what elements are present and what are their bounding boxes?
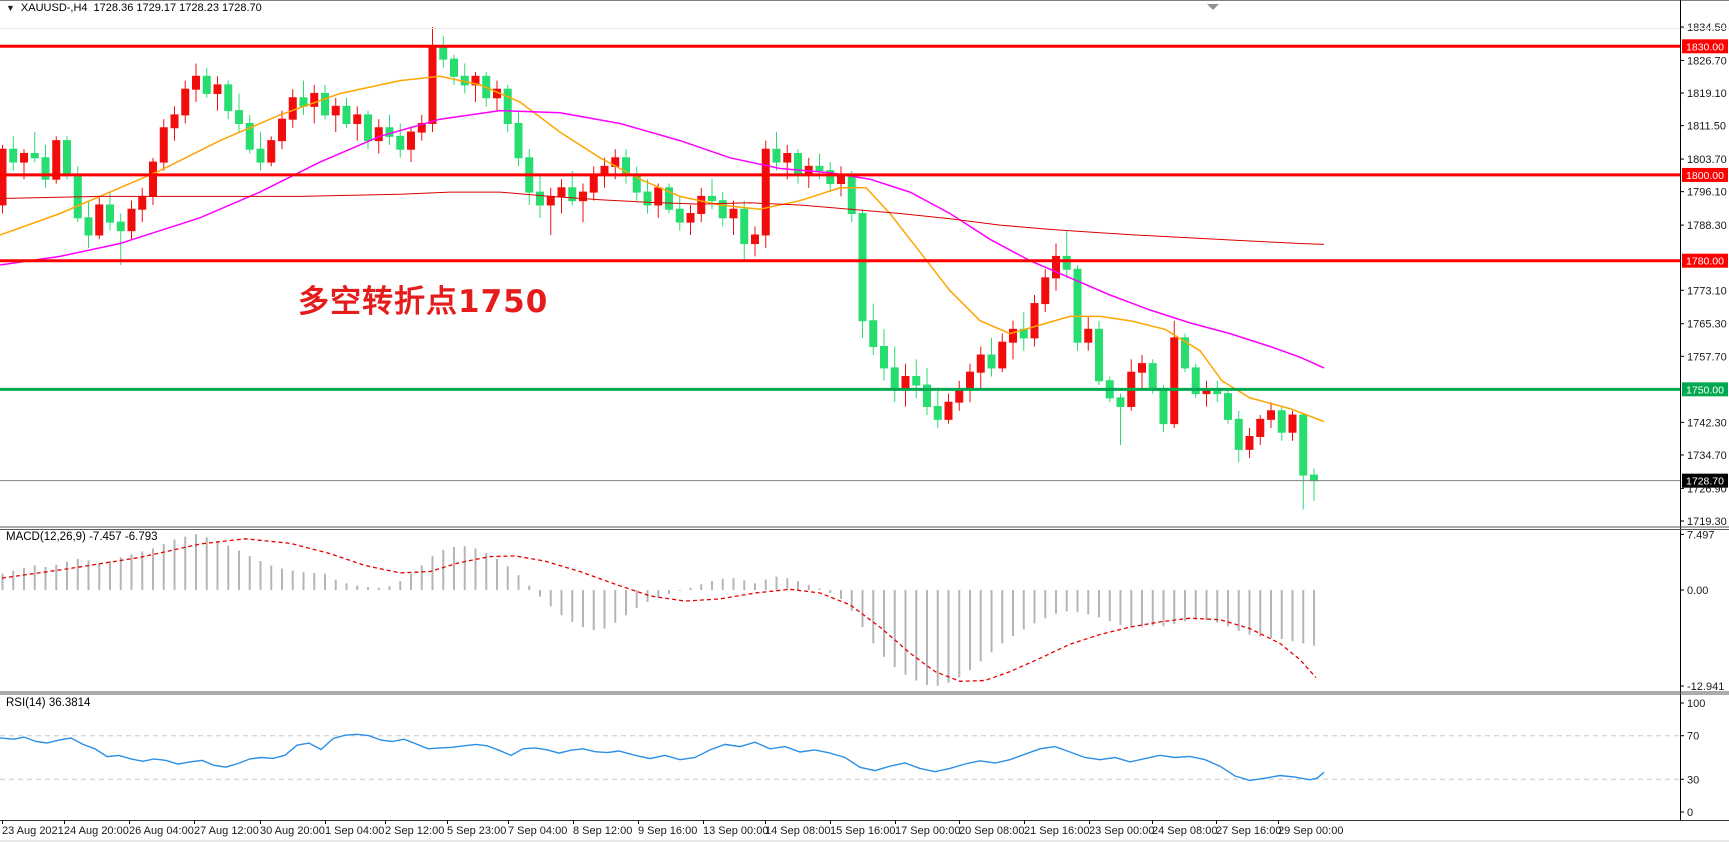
svg-text:15 Sep 16:00: 15 Sep 16:00 [830,825,895,837]
svg-text:1765.30: 1765.30 [1687,319,1727,331]
svg-text:29 Sep 00:00: 29 Sep 00:00 [1278,825,1343,837]
svg-text:24 Sep 08:00: 24 Sep 08:00 [1152,825,1217,837]
svg-text:1757.70: 1757.70 [1687,351,1727,363]
svg-text:1803.70: 1803.70 [1687,154,1727,166]
candles [0,27,1318,510]
svg-text:7 Sep 04:00: 7 Sep 04:00 [508,825,567,837]
ma-red [0,191,1325,245]
svg-text:1734.70: 1734.70 [1687,450,1727,462]
svg-text:7.497: 7.497 [1687,529,1715,541]
current-price-line: 1728.70 [0,473,1728,488]
collapse-triangle-icon[interactable]: ▼ [6,2,15,13]
macd-panel: 7.497 0.00 -12.941 [1,529,1724,693]
hline-1830.00: 1830.00 [0,39,1728,54]
svg-text:30: 30 [1687,774,1699,786]
svg-text:20 Sep 08:00: 20 Sep 08:00 [959,825,1024,837]
macd-signal-line [1,538,1317,682]
ma-magenta [0,109,1325,369]
svg-text:1800.00: 1800.00 [1686,170,1724,182]
svg-text:5 Sep 23:00: 5 Sep 23:00 [447,825,506,837]
svg-text:1811.50: 1811.50 [1687,121,1726,133]
rsi-panel: 100 70 30 0 [0,698,1705,819]
svg-text:8 Sep 12:00: 8 Sep 12:00 [573,825,632,837]
price-axis: 1834.501826.701819.101811.501803.701796.… [1680,22,1727,528]
hline-1750.00: 1750.00 [0,382,1728,397]
time-axis: 23 Aug 2021 24 Aug 20:00 26 Aug 04:00 27 Au… [2,820,1343,837]
svg-text:9 Sep 16:00: 9 Sep 16:00 [638,825,697,837]
svg-text:1 Sep 04:00: 1 Sep 04:00 [325,825,384,837]
svg-text:0: 0 [1687,807,1693,819]
ma-orange [0,75,1325,423]
hline-1780.00: 1780.00 [0,253,1728,268]
rsi-indicator-label: RSI(14) 36.3814 [6,697,90,709]
rsi-line [0,733,1325,782]
svg-text:1780.00: 1780.00 [1686,256,1724,268]
svg-text:17 Sep 00:00: 17 Sep 00:00 [895,825,960,837]
svg-text:1728.70: 1728.70 [1686,476,1724,488]
ma-red [0,191,1325,245]
svg-text:-12.941: -12.941 [1687,681,1724,693]
svg-text:70: 70 [1687,731,1699,743]
svg-text:1726.90: 1726.90 [1687,483,1727,495]
hline-1800.00: 1800.00 [0,167,1728,182]
ma-magenta [0,109,1325,369]
macd-values: -7.457 -6.793 [89,531,158,543]
svg-text:1819.10: 1819.10 [1687,88,1727,100]
svg-text:1796.10: 1796.10 [1687,187,1727,199]
svg-text:21 Sep 16:00: 21 Sep 16:00 [1024,825,1089,837]
svg-text:13 Sep 00:00: 13 Sep 00:00 [703,825,768,837]
svg-text:1773.10: 1773.10 [1687,285,1727,297]
svg-text:23 Aug 2021: 23 Aug 2021 [2,825,64,837]
svg-text:1788.30: 1788.30 [1687,220,1727,232]
svg-text:1826.70: 1826.70 [1687,55,1727,67]
ma-orange [0,75,1325,423]
svg-text:27 Sep 16:00: 27 Sep 16:00 [1216,825,1281,837]
svg-text:100: 100 [1687,698,1705,710]
chart-shift-marker-icon [1207,4,1219,10]
rsi-name: RSI(14) [6,697,46,709]
ohlc-values: 1728.36 1729.17 1728.23 1728.70 [93,2,262,14]
svg-text:23 Sep 00:00: 23 Sep 00:00 [1089,825,1154,837]
svg-text:24 Aug 20:00: 24 Aug 20:00 [64,825,129,837]
svg-text:26 Aug 04:00: 26 Aug 04:00 [129,825,194,837]
svg-text:1719.30: 1719.30 [1687,516,1727,528]
svg-text:1750.00: 1750.00 [1686,384,1724,396]
symbol-period-label: XAUUSD-,H4 [20,2,88,14]
svg-text:2 Sep 12:00: 2 Sep 12:00 [385,825,444,837]
macd-name: MACD(12,26,9) [6,531,86,543]
macd-indicator-label: MACD(12,26,9) -7.457 -6.793 [6,531,158,543]
svg-text:14 Sep 08:00: 14 Sep 08:00 [765,825,830,837]
svg-text:27 Aug 12:00: 27 Aug 12:00 [194,825,259,837]
svg-text:0.00: 0.00 [1687,585,1708,597]
rsi-value: 36.3814 [48,697,91,709]
text-annotation[interactable]: 多空转折点1750 [298,284,549,320]
svg-text:30 Aug 20:00: 30 Aug 20:00 [260,825,325,837]
svg-text:1830.00: 1830.00 [1686,41,1724,53]
svg-text:1742.30: 1742.30 [1687,417,1727,429]
quote-header: ▼ XAUUSD-,H4 1728.36 1729.17 1728.23 172… [6,2,262,14]
